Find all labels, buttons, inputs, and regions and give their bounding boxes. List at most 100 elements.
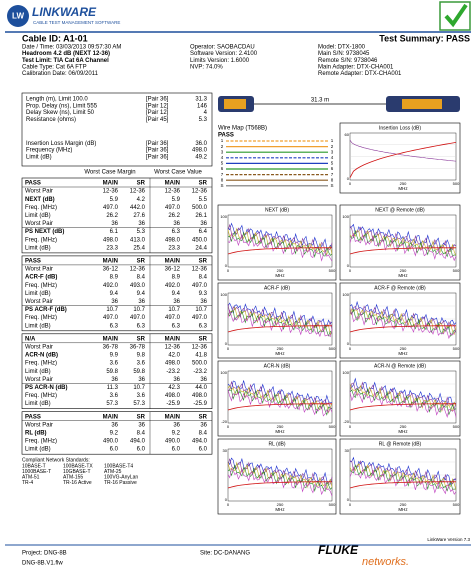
info-middle: Limits Version: 1.6000 — [190, 58, 250, 64]
cell-value: 59.8 — [133, 369, 145, 375]
row-label: Worst Pair — [25, 344, 53, 350]
cell-value: 23.3 — [168, 245, 180, 251]
worst-case-header: Worst Case Value — [154, 170, 202, 176]
pin-left: 2 — [221, 144, 224, 149]
cell-value: 497.0 — [103, 205, 119, 211]
standards-title: Compliant Network Standards: — [22, 458, 90, 464]
cell-value: 10.7 — [168, 307, 180, 313]
row-label: PASS — [25, 414, 41, 420]
remote-unit-screen — [402, 99, 442, 109]
trace — [349, 383, 457, 413]
cell-value: SR — [199, 414, 208, 420]
pin-left: 4 — [221, 155, 224, 160]
graph-x-label: 250 — [277, 502, 284, 507]
cell-value: 36-78 — [130, 344, 146, 350]
cell-value: 36 — [173, 377, 180, 383]
pin-right: 8 — [331, 177, 334, 182]
trace — [349, 390, 457, 418]
row-label: Limit (dB) — [25, 401, 51, 407]
graph-y-label: 0 — [347, 341, 350, 346]
graph-x-label: 500 — [453, 181, 460, 186]
cell-value: 9.2 — [172, 430, 181, 436]
cell-value: 6.3 — [199, 323, 208, 329]
cell-value: 10.7 — [133, 385, 145, 391]
graph-title: Insertion Loss (dB) — [379, 125, 421, 131]
summary-value: 31.3 — [195, 97, 207, 103]
cell-value: 8.9 — [172, 275, 181, 281]
cell-value: MAIN — [165, 181, 180, 187]
graph-axis-title: MHz — [275, 273, 285, 278]
row-label: Freq. (MHz) — [25, 205, 57, 211]
row-label: Worst Pair — [25, 267, 53, 273]
row-label: RL (dB) — [25, 430, 47, 436]
summary-label: Length (m), Limit 100.0 — [26, 97, 88, 103]
limit-line — [227, 403, 332, 411]
standard: 1000BASE-T — [22, 469, 51, 475]
info-left: Headroom 4.2 dB (NEXT 12-36) — [22, 51, 110, 57]
info-right: Remote S/N: 9738046 — [318, 58, 378, 64]
graph-x-label: 0 — [227, 268, 230, 273]
standard: ATM-51 — [22, 475, 40, 481]
standard: 10BASE-T — [22, 464, 46, 470]
pin-left: 1 — [221, 138, 224, 143]
trace — [227, 306, 333, 336]
pin-right: S — [330, 183, 333, 188]
cell-value: 59.8 — [106, 369, 118, 375]
cell-value: 494.0 — [130, 439, 146, 445]
graph-y-label: 100 — [220, 370, 227, 375]
cell-value: 3.6 — [137, 393, 146, 399]
cell-value: -23.2 — [193, 369, 207, 375]
pin-right: 6 — [331, 166, 334, 171]
cell-value: 10.7 — [195, 307, 207, 313]
cell-value: 23.3 — [106, 245, 118, 251]
pin-right: 5 — [331, 161, 334, 166]
graph-title: NEXT (dB) — [265, 207, 289, 213]
logo-badge — [7, 5, 29, 27]
cell-value: 497.0 — [103, 315, 119, 321]
cell-value: SR — [199, 181, 208, 187]
graph-x-label: 250 — [400, 502, 407, 507]
graph-y-label: 0 — [225, 341, 228, 346]
graph-x-label: 500 — [329, 424, 336, 429]
graph-y-label: 100 — [342, 214, 349, 219]
pin-left: 7 — [221, 172, 224, 177]
graph-x-label: 500 — [453, 268, 460, 273]
pin-right: 1 — [331, 138, 334, 143]
cell-value: SR — [137, 258, 146, 264]
row-label: Freq. (MHz) — [25, 361, 57, 367]
row-label: Freq. (MHz) — [25, 237, 57, 243]
cell-value: 492.0 — [103, 283, 119, 289]
pin-right: 4 — [331, 155, 334, 160]
cell-value: 36 — [138, 377, 145, 383]
wiremap-title: Wire Map (T568B) — [218, 126, 267, 132]
trace — [227, 464, 333, 493]
cell-value: 36 — [200, 377, 207, 383]
row-label: Limit (dB) — [25, 323, 51, 329]
cell-value: MAIN — [165, 258, 180, 264]
cell-value: 36 — [173, 422, 180, 428]
summary-value: 4 — [204, 110, 208, 116]
cell-value: 36 — [200, 221, 207, 227]
info-left: Test Limit: TIA Cat 6A Channel — [22, 58, 109, 64]
row-label: Freq. (MHz) — [25, 393, 57, 399]
row-label: Worst Pair — [25, 422, 53, 428]
cell-value: 36-12 — [165, 267, 181, 273]
trace — [227, 388, 333, 416]
cell-value: 6.3 — [172, 323, 181, 329]
cell-value: 4.2 — [137, 197, 146, 203]
cell-value: 12-36 — [165, 189, 181, 195]
cell-value: 36 — [111, 221, 118, 227]
cell-value: MAIN — [165, 414, 180, 420]
row-label: Limit (dB) — [25, 245, 51, 251]
cell-value: 9.9 — [110, 353, 119, 359]
graph-x-label: 0 — [349, 424, 352, 429]
cell-value: 8.4 — [199, 275, 208, 281]
trace — [349, 377, 457, 406]
cell-value: 5.5 — [199, 197, 208, 203]
site: Site: DC-DANANG — [200, 551, 250, 557]
limit-line — [349, 481, 456, 489]
row-label: Worst Pair — [25, 377, 53, 383]
trace — [349, 308, 457, 336]
graph-x-label: 500 — [453, 424, 460, 429]
cell-value: 36 — [138, 422, 145, 428]
